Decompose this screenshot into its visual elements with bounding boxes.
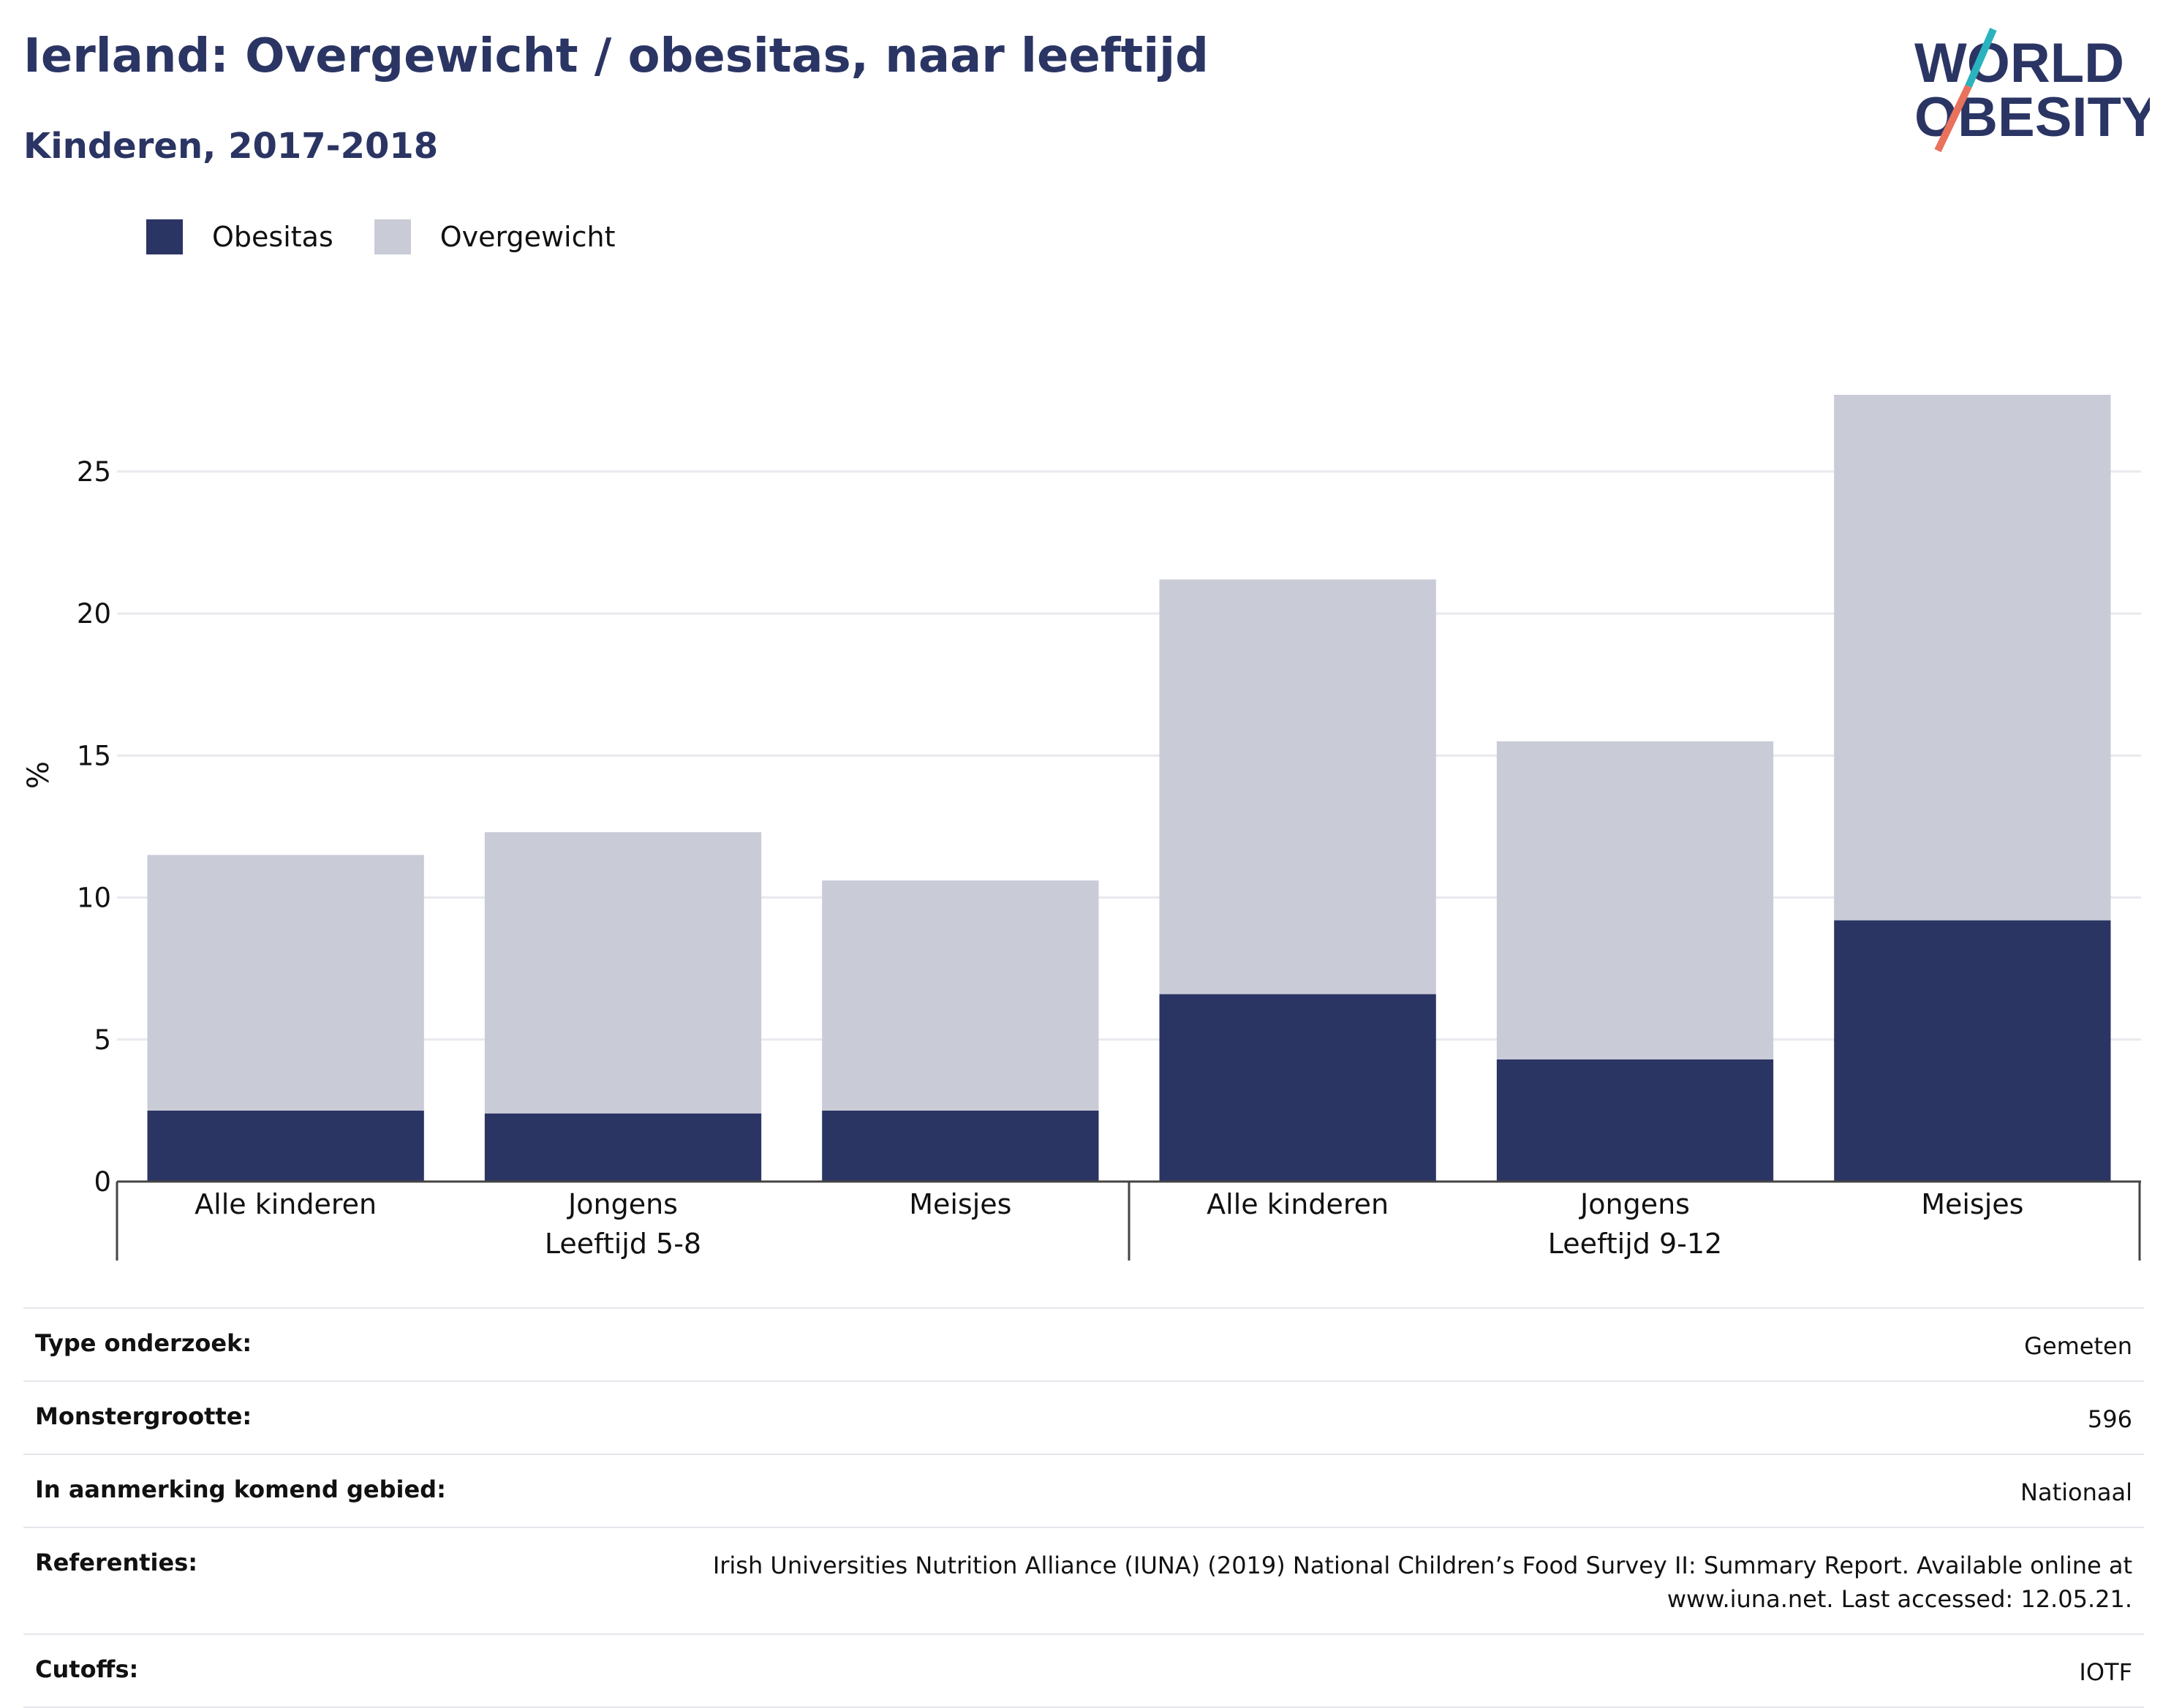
info-value: IOTF — [2079, 1658, 2132, 1686]
info-row-area: In aanmerking komend gebied: Nationaal — [23, 1454, 2144, 1527]
info-value: Gemeten — [2024, 1332, 2132, 1360]
axes — [116, 1180, 2141, 1261]
x-tick-label: Meisjes — [909, 1188, 1011, 1220]
info-row-sample: Monstergrootte: 596 — [23, 1380, 2144, 1454]
x-tick-label: Alle kinderen — [1207, 1188, 1389, 1220]
bar-obesitas-0[interactable] — [147, 1110, 424, 1182]
gridlines — [117, 470, 2141, 1041]
bar-obesitas-2[interactable] — [822, 1110, 1099, 1182]
group-label: Leeftijd 9-12 — [1548, 1228, 1722, 1260]
x-tick-label: Meisjes — [1921, 1188, 2023, 1220]
legend-swatch-overgewicht — [374, 219, 411, 254]
info-table: Type onderzoek: Gemeten Monstergrootte: … — [23, 1307, 2144, 1708]
bar-chart: 0 5 10 15 20 25% Alle kinderen Jongens Meisjes Al… — [22, 395, 2141, 1261]
y-tick-label: 25 — [77, 456, 111, 488]
logo-line1: WORLD — [1914, 32, 2124, 94]
y-tick-label: 5 — [94, 1024, 111, 1056]
x-tick-label: Jongens — [1579, 1188, 1690, 1220]
chart-title: Ierland: Overgewicht / obesitas, naar le… — [23, 29, 1209, 83]
legend-item-overgewicht[interactable]: Overgewicht — [374, 219, 616, 254]
legend-item-obesitas[interactable]: Obesitas — [146, 219, 333, 254]
info-row-type: Type onderzoek: Gemeten — [23, 1307, 2144, 1380]
bar-obesitas-4[interactable] — [1496, 1059, 1774, 1182]
bar-overgewicht-1[interactable] — [484, 832, 762, 1114]
info-row-references: Referenties: Irish Universities Nutritio… — [23, 1527, 2144, 1633]
y-axis-label: % — [22, 761, 56, 789]
axis-labels: 0 5 10 15 20 25% Alle kinderen Jongens Meisjes Al… — [22, 456, 2023, 1260]
info-value: 596 — [2087, 1405, 2132, 1433]
legend-label-overgewicht: Overgewicht — [439, 221, 616, 253]
bar-overgewicht-3[interactable] — [1159, 579, 1436, 994]
x-tick-label: Jongens — [567, 1188, 678, 1220]
chart-subtitle: Kinderen, 2017-2018 — [23, 126, 439, 167]
info-value: Nationaal — [2020, 1478, 2132, 1506]
y-tick-label: 10 — [77, 883, 111, 914]
bar-overgewicht-0[interactable] — [147, 855, 424, 1111]
y-tick-label: 0 — [94, 1166, 111, 1198]
x-tick-label: Alle kinderen — [195, 1188, 377, 1220]
bar-obesitas-5[interactable] — [1834, 920, 2111, 1182]
info-label: In aanmerking komend gebied: — [35, 1475, 446, 1503]
logo-slash-bottom — [1934, 84, 1972, 153]
info-label: Monstergrootte: — [35, 1402, 252, 1430]
info-row-cutoffs: Cutoffs: IOTF — [23, 1633, 2144, 1708]
bar-obesitas-3[interactable] — [1159, 994, 1436, 1182]
bar-overgewicht-2[interactable] — [822, 880, 1099, 1111]
y-tick-label: 20 — [77, 598, 111, 630]
bar-overgewicht-4[interactable] — [1496, 741, 1774, 1059]
y-tick-label: 15 — [77, 740, 111, 771]
info-label: Referenties: — [35, 1549, 198, 1576]
info-label: Type onderzoek: — [35, 1329, 252, 1357]
legend-swatch-obesitas — [146, 219, 183, 254]
legend-label-obesitas: Obesitas — [212, 221, 333, 253]
bar-obesitas-1[interactable] — [484, 1113, 762, 1182]
logo-slash-top — [1965, 28, 1997, 88]
info-value: Irish Universities Nutrition Alliance (I… — [712, 1552, 2132, 1613]
bars — [147, 395, 2111, 1182]
info-label: Cutoffs: — [35, 1655, 139, 1683]
world-obesity-logo: WORLD OBESITY — [1914, 28, 2150, 153]
legend: Obesitas Overgewicht — [146, 216, 657, 257]
group-label: Leeftijd 5-8 — [545, 1228, 701, 1260]
bar-overgewicht-5[interactable] — [1834, 395, 2111, 921]
